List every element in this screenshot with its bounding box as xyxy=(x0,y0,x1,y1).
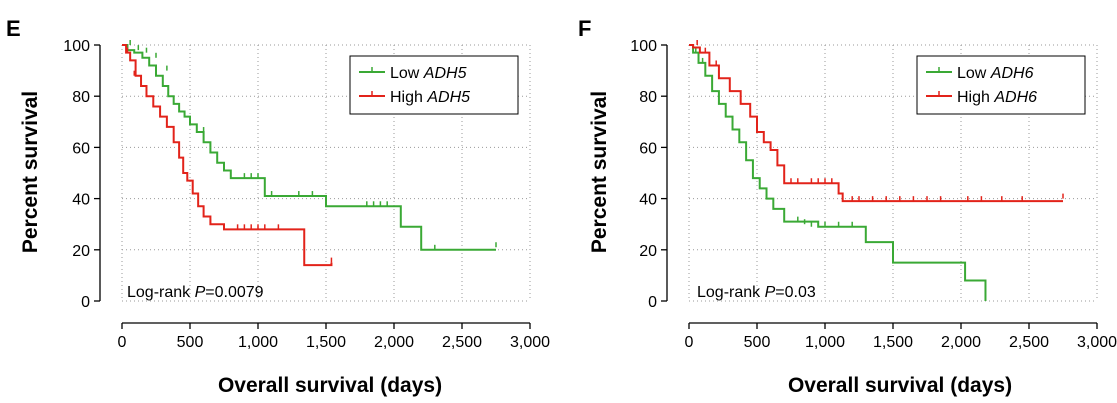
survival-curve xyxy=(689,44,1063,203)
x-axis-title: Overall survival (days) xyxy=(218,374,442,397)
x-tick-label: 2,500 xyxy=(442,334,482,351)
survival-curve xyxy=(122,44,333,267)
survival-curve xyxy=(689,44,987,301)
panel-letter-e: E xyxy=(6,16,21,41)
y-tick-label: 40 xyxy=(639,192,657,209)
y-tick-label: 40 xyxy=(72,192,90,209)
legend: Low ADH5 High ADH5 xyxy=(349,55,519,115)
y-tick-label: 20 xyxy=(639,243,657,260)
y-tick-label: 20 xyxy=(72,243,90,260)
legend-box xyxy=(916,55,1086,115)
x-tick-label: 0 xyxy=(685,334,694,351)
x-tick-label: 500 xyxy=(177,334,204,351)
legend-label: High ADH5 xyxy=(390,89,470,106)
x-tick-label: 1,500 xyxy=(873,334,913,351)
x-tick-label: 2,500 xyxy=(1009,334,1049,351)
x-tick-label: 1,500 xyxy=(306,334,346,351)
logrank-annotation: Log-rank P=0.0079 xyxy=(127,284,264,301)
panel-f: F 0 20 40 60 80 100 0 500 1,000 1,500 2,000 2,500 3,… xyxy=(578,16,1117,397)
y-tick-label: 60 xyxy=(72,140,90,157)
x-tick-label: 2,000 xyxy=(941,334,981,351)
y-axis-title: Percent survival xyxy=(19,91,42,253)
y-axis-title: Percent survival xyxy=(588,91,611,253)
x-tick-label: 0 xyxy=(118,334,127,351)
panel-letter-f: F xyxy=(578,16,591,41)
logrank-annotation: Log-rank P=0.03 xyxy=(697,284,816,301)
x-tick-label: 2,000 xyxy=(374,334,414,351)
y-tick-label: 0 xyxy=(648,294,657,311)
y-tick-label: 0 xyxy=(81,294,90,311)
y-tick-label: 80 xyxy=(72,89,90,106)
x-tick-label: 3,000 xyxy=(1077,334,1117,351)
x-tick-label: 1,000 xyxy=(805,334,845,351)
legend-box xyxy=(349,55,519,115)
x-tick-label: 3,000 xyxy=(510,334,550,351)
x-axis-title: Overall survival (days) xyxy=(788,374,1012,397)
survival-curve xyxy=(122,44,496,251)
legend: Low ADH6 High ADH6 xyxy=(916,55,1086,115)
x-tick-label: 500 xyxy=(744,334,771,351)
y-tick-label: 100 xyxy=(630,38,657,55)
y-tick-label: 100 xyxy=(63,38,90,55)
y-tick-label: 60 xyxy=(639,140,657,157)
panel-e: E 0 20 40 60 80 100 0 500 1,000 1,500 2,000 2,500 3,… xyxy=(6,16,550,397)
legend-label: Low ADH5 xyxy=(390,65,467,82)
x-tick-label: 1,000 xyxy=(238,334,278,351)
y-tick-label: 80 xyxy=(639,89,657,106)
legend-label: High ADH6 xyxy=(957,89,1037,106)
legend-label: Low ADH6 xyxy=(957,65,1034,82)
